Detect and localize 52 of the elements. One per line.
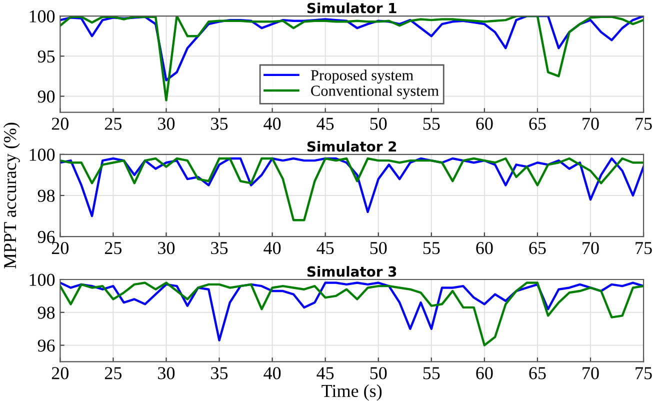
x-tick-label: 50 [370,242,387,254]
x-tick-label: 25 [104,118,122,130]
x-tick-label: 55 [423,367,440,380]
x-tick-label: 70 [582,118,599,130]
y-axis-title: MPPT accuracy (%) [3,122,20,269]
x-tick-label: 45 [316,118,334,130]
x-tick-label: 35 [211,118,228,130]
y-tick-label: 100 [30,148,55,161]
y-tick-label: 96 [38,230,55,244]
x-tick-label: 40 [264,242,281,254]
x-tick-label: 50 [370,118,387,130]
chart-title: Simulator 1 [307,2,396,14]
chart-title: Simulator 3 [307,266,396,277]
x-tick-label: 75 [636,242,652,254]
x-tick-label: 60 [476,242,493,254]
x-tick-label: 55 [423,242,440,254]
chart-title: Simulator 2 [307,140,396,152]
x-axis-title: Time (s) [322,384,382,401]
x-tick-label: 30 [158,118,175,130]
x-tick-label: 40 [264,118,281,130]
x-tick-label: 20 [52,118,69,130]
y-tick-label: 100 [30,274,55,286]
y-tick-label: 100 [30,10,55,22]
x-tick-label: 20 [52,242,69,254]
x-tick-label: 35 [211,242,228,254]
x-tick-label: 65 [529,242,546,254]
x-tick-label: 45 [316,367,334,380]
x-tick-label: 70 [582,367,599,380]
x-tick-label: 50 [370,367,387,380]
y-tick-label: 98 [38,190,55,202]
x-tick-label: 75 [636,367,652,380]
x-tick-label: 65 [529,118,546,130]
y-tick-label: 98 [38,306,55,319]
x-tick-label: 40 [264,367,281,380]
x-tick-label: 55 [423,118,440,130]
x-tick-label: 45 [316,242,334,254]
x-tick-label: 20 [52,367,69,380]
y-tick-label: 96 [38,340,55,352]
legend-label: Conventional system [311,85,439,100]
x-tick-label: 25 [104,242,122,254]
legend-label: Proposed system [310,70,414,84]
x-tick-label: 30 [158,242,175,254]
y-tick-label: 95 [38,50,55,63]
x-tick-label: 30 [158,367,175,380]
x-tick-label: 35 [211,367,228,380]
y-tick-label: 90 [38,90,55,103]
x-tick-label: 70 [582,242,599,254]
x-tick-label: 65 [529,367,546,380]
x-tick-label: 75 [636,118,652,130]
x-tick-label: 25 [104,367,122,380]
x-tick-label: 60 [476,367,493,380]
x-tick-label: 60 [476,118,493,130]
